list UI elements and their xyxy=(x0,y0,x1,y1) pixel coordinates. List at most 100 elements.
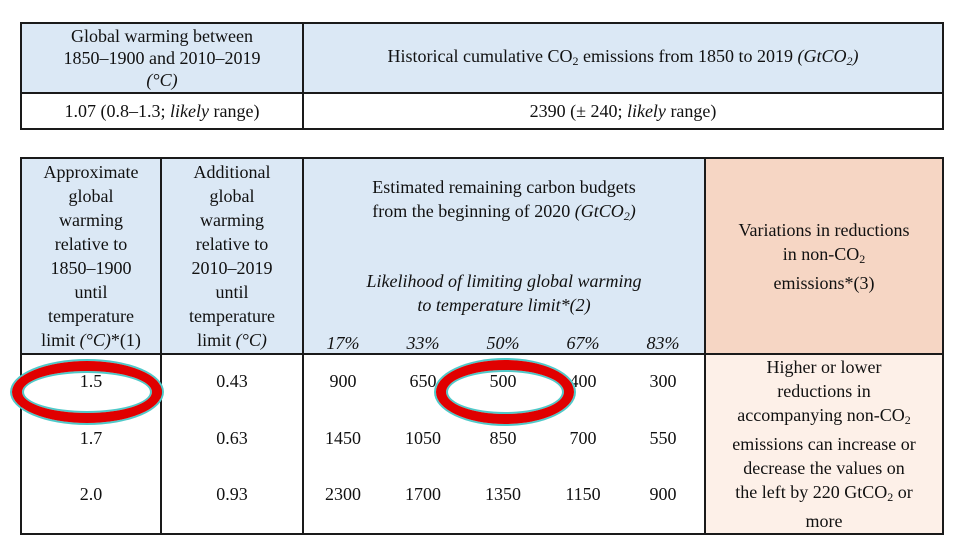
note-line6-text: the left by 220 GtCO xyxy=(735,482,888,502)
note-line: emissions can increase or xyxy=(732,434,916,454)
likelihood-line1: Likelihood of limiting global warming xyxy=(366,271,642,291)
additional-warming-header-line: Additional xyxy=(193,162,271,182)
budget-value: 1050 xyxy=(405,428,441,448)
budget-value: 2300 xyxy=(325,484,361,504)
likelihood-83: 83% xyxy=(646,333,680,353)
additional-value-row2: 0.63 xyxy=(216,428,248,448)
budget-value: 850 xyxy=(489,428,517,448)
approx-warming-header-line: until xyxy=(74,282,108,302)
budget-title-line2: from the beginning of 2020 (GtCO2) xyxy=(304,199,704,228)
warming-header-unit: (°C) xyxy=(146,70,178,90)
likelihood-33: 33% xyxy=(406,333,440,353)
likelihood-17: 17% xyxy=(326,333,360,353)
variations-line3: emissions*(3) xyxy=(773,272,875,293)
additional-warming-header: Additional global warming relative to 20… xyxy=(160,157,304,355)
additional-value-row1: 0.43 xyxy=(216,371,248,391)
note-line: reductions in xyxy=(777,381,871,401)
warming-header-line2: 1850–1900 and 2010–2019 xyxy=(63,48,261,68)
carbon-budget-table: Approximate global warming relative to 1… xyxy=(20,157,944,535)
likelihood-67: 67% xyxy=(566,333,600,353)
budget-unit-sub: 2 xyxy=(623,209,630,223)
cumulative-value-text: 2390 (± 240; xyxy=(529,100,627,121)
summary-table: Global warming between 1850–1900 and 201… xyxy=(20,22,944,130)
cumulative-header-text-2: emissions from 1850 to 2019 xyxy=(578,45,798,66)
budget-value: 1450 xyxy=(325,428,361,448)
additional-warming-header-last: limit (°C) xyxy=(166,328,298,352)
approx-warming-header-line: Approximate xyxy=(43,162,139,182)
budget-values-grid: 900 650 500 400 300 1450 1050 850 700 55… xyxy=(302,353,706,535)
budget-value: 550 xyxy=(649,428,677,448)
note-line3-text: accompanying non-CO xyxy=(737,405,905,425)
warming-value-row3: 2.0 xyxy=(79,484,103,504)
approx-warming-header-line: relative to xyxy=(54,234,128,254)
budget-title-line1: Estimated remaining carbon budgets xyxy=(372,177,636,197)
note-line: accompanying non-CO2 xyxy=(710,403,938,432)
warming-value: 1.07 (0.8–1.3; likely range) xyxy=(20,92,304,130)
approx-warming-header: Approximate global warming relative to 1… xyxy=(20,157,162,355)
budget-value: 700 xyxy=(569,428,597,448)
additional-warming-header-line: temperature xyxy=(189,306,275,326)
additional-warming-header-line: global xyxy=(209,186,255,206)
approx-warming-header-line: 1850–1900 xyxy=(50,258,132,278)
budget-title: Estimated remaining carbon budgets from … xyxy=(304,175,704,228)
variations-note: Higher or lower reductions in accompanyi… xyxy=(704,353,944,535)
additional-last-unit: (°C) xyxy=(235,330,267,350)
warming-values-column: 1.5 1.7 2.0 xyxy=(20,353,162,535)
budget-value: 650 xyxy=(409,371,437,391)
budget-unit: (GtCO xyxy=(574,201,624,221)
approx-last-unit: (°C) xyxy=(79,330,111,350)
warming-value-range: range) xyxy=(209,100,260,121)
budget-value: 500 xyxy=(489,371,517,391)
cumulative-unit-close: ) xyxy=(852,45,859,66)
additional-values-column: 0.43 0.63 0.93 xyxy=(160,353,304,535)
cumulative-emissions-value: 2390 (± 240; likely range) xyxy=(302,92,944,130)
variations-line2-text: in non-CO xyxy=(782,243,860,264)
warming-value-row1: 1.5 xyxy=(79,371,103,391)
note-line: more xyxy=(805,511,843,531)
likelihood-50: 50% xyxy=(486,333,520,353)
note-line3-sub: 2 xyxy=(904,413,911,427)
cumulative-emissions-header: Historical cumulative CO2 emissions from… xyxy=(302,22,944,94)
cumulative-value-range: range) xyxy=(665,100,717,121)
budget-title-line2-text: from the beginning of 2020 xyxy=(372,201,575,221)
additional-value-row3: 0.93 xyxy=(216,484,248,504)
remaining-budgets-header: Estimated remaining carbon budgets from … xyxy=(302,157,706,355)
approx-warming-header-line: global xyxy=(68,186,114,206)
cumulative-unit-sub: 2 xyxy=(846,53,853,68)
budget-value: 1350 xyxy=(485,484,521,504)
warming-value-row2: 1.7 xyxy=(79,428,103,448)
note-line6-post: or xyxy=(893,482,913,502)
additional-warming-header-line: until xyxy=(215,282,249,302)
approx-warming-header-line: warming xyxy=(59,210,123,230)
warming-value-likely: likely xyxy=(170,100,209,121)
approx-warming-header-line: temperature xyxy=(48,306,134,326)
additional-warming-header-line: warming xyxy=(200,210,264,230)
variations-line1: Variations in reductions xyxy=(738,219,910,240)
variations-line2: in non-CO2 xyxy=(710,242,938,271)
cumulative-unit: (GtCO xyxy=(797,45,847,66)
approx-last-text: limit xyxy=(41,330,80,350)
warming-header-line1: Global warming between xyxy=(71,26,253,46)
approx-last-note: *(1) xyxy=(110,330,141,350)
budget-value: 900 xyxy=(649,484,677,504)
warming-value-text: 1.07 (0.8–1.3; xyxy=(64,100,171,121)
additional-warming-header-line: relative to xyxy=(195,234,269,254)
note-line: the left by 220 GtCO2 or xyxy=(710,480,938,509)
budget-value: 300 xyxy=(649,371,677,391)
budget-unit-close: ) xyxy=(629,201,636,221)
note-line6-sub: 2 xyxy=(887,490,894,504)
likelihood-label: Likelihood of limiting global warming to… xyxy=(304,269,704,317)
additional-last-text: limit xyxy=(197,330,236,350)
approx-warming-header-last: limit (°C)*(1) xyxy=(26,328,156,352)
likelihood-line2: to temperature limit*(2) xyxy=(417,295,591,315)
cumulative-header-sub: 2 xyxy=(572,53,579,68)
note-line: Higher or lower xyxy=(766,357,882,377)
cumulative-value-likely: likely xyxy=(626,100,666,121)
note-line: decrease the values on xyxy=(743,458,905,478)
variations-header: Variations in reductions in non-CO2 emis… xyxy=(704,157,944,355)
budget-value: 1150 xyxy=(565,484,601,504)
variations-line2-sub: 2 xyxy=(859,251,866,266)
budget-value: 400 xyxy=(569,371,597,391)
budget-value: 900 xyxy=(329,371,357,391)
warming-header: Global warming between 1850–1900 and 201… xyxy=(20,22,304,94)
